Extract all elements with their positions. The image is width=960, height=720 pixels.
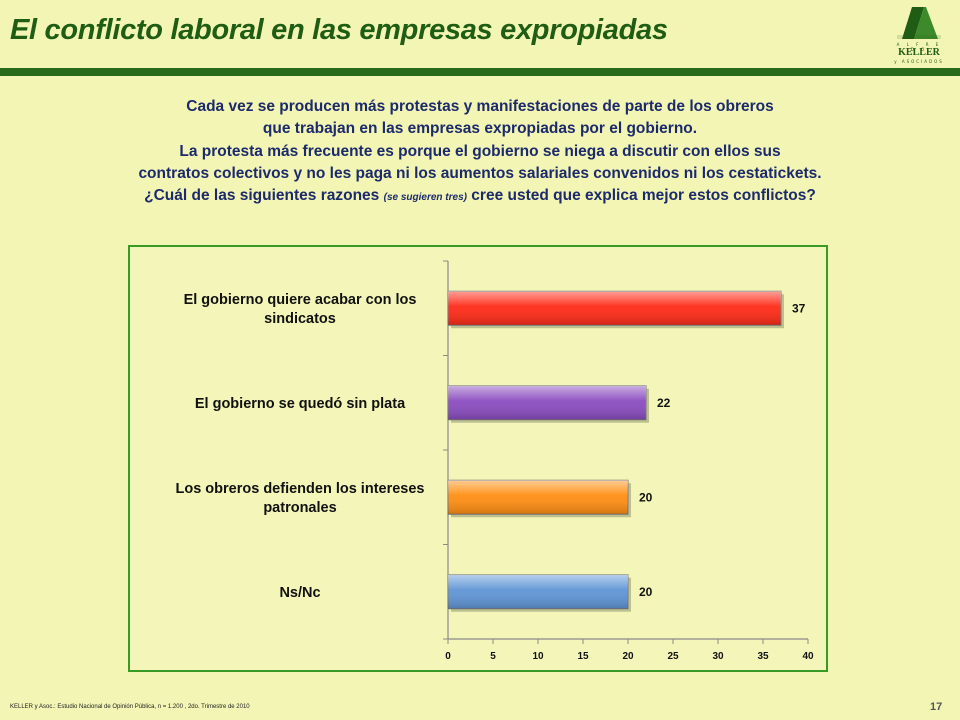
category-label-line: sindicatos	[264, 311, 336, 327]
data-label: 37	[792, 301, 806, 315]
category-label-line: Ns/Nc	[279, 585, 320, 601]
x-tick-label: 5	[490, 651, 496, 662]
question-line: contratos colectivos y no les paga ni lo…	[138, 164, 822, 182]
category-label: El gobierno se quedó sin plata	[195, 396, 406, 412]
logo-mark-icon	[897, 7, 941, 39]
title-divider	[0, 68, 960, 76]
data-label: 20	[639, 585, 653, 599]
category-label-line: El gobierno quiere acabar con los	[184, 292, 417, 308]
category-label: El gobierno quiere acabar con los sindica…	[184, 292, 417, 327]
category-label-line: El gobierno se quedó sin plata	[195, 396, 406, 412]
bar-chart: 0 5 10 15 20 25 30 35 40 37 El gobierno quiere aca…	[176, 260, 814, 662]
category-label-line: Los obreros defienden los intereses	[176, 481, 425, 497]
logo-sub-text: y ASOCIADOS	[894, 59, 944, 64]
logo-name-text: KELLER	[898, 47, 940, 58]
question-line: Cada vez se producen más protestas y man…	[186, 98, 774, 115]
x-tick-label: 15	[577, 651, 589, 662]
question-text: ¿Cuál de las siguientes razones	[144, 187, 384, 205]
data-label: 22	[657, 396, 671, 410]
source-note: KELLER y Asoc.: Estudio Nacional de Opin…	[10, 704, 250, 710]
chart-frame: 0 5 10 15 20 25 30 35 40 37 El gobierno quiere aca…	[128, 245, 828, 672]
category-label: Ns/Nc	[279, 585, 320, 601]
page-number: 17	[930, 701, 943, 713]
company-logo: A L F R E D O KELLER y ASOCIADOS	[893, 5, 945, 65]
bar-highlight	[448, 480, 628, 515]
x-tick-label: 20	[622, 651, 634, 662]
bar-highlight	[448, 385, 646, 420]
bar-highlight	[448, 291, 781, 326]
bar-highlight	[448, 574, 628, 609]
page-title: El conflicto laboral en las empresas exp…	[10, 14, 668, 46]
x-tick-label: 0	[445, 651, 451, 662]
data-label: 20	[639, 490, 653, 504]
question-line: ¿Cuál de las siguientes razones (se sugi…	[40, 185, 920, 209]
question-line: que trabajan en las empresas expropiadas…	[262, 120, 698, 138]
x-tick-label: 35	[757, 651, 769, 662]
question-line: La protesta más frecuente es porque el g…	[179, 142, 781, 160]
question-text: cree usted que explica mejor estos confl…	[466, 187, 816, 205]
x-tick-label: 25	[667, 651, 679, 662]
x-tick-label: 10	[532, 651, 544, 662]
survey-question: Cada vez se producen más protestas y man…	[40, 96, 920, 209]
question-hint: (se sugieren tres)	[383, 192, 467, 204]
logo-top-text: A L F R E D O	[896, 42, 942, 52]
x-tick-label: 40	[802, 651, 814, 662]
x-tick-label: 30	[712, 651, 724, 662]
category-label-line: patronales	[263, 500, 336, 516]
category-label: Los obreros defienden los intereses patro…	[176, 481, 425, 516]
